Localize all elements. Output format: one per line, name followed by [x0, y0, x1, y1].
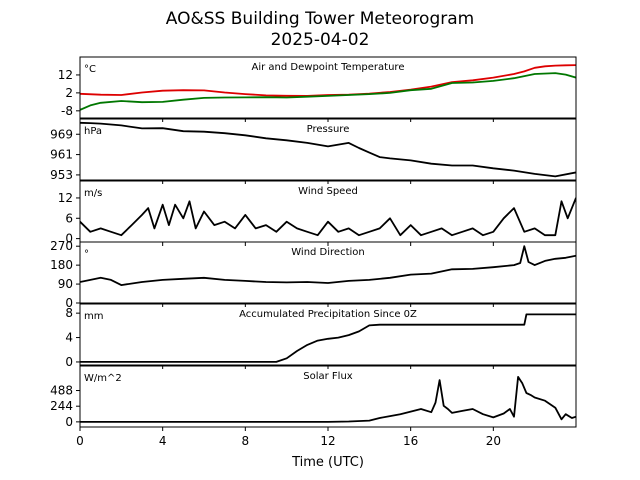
- panel-3: 0 90 180 270 Wind Direction °: [50, 239, 577, 310]
- panel-0: -8 2 12 Air and Dewpoint Temperature °C: [58, 56, 577, 122]
- x-axis-label: Time (UTC): [291, 455, 364, 470]
- y-tick-label: 0: [65, 415, 73, 429]
- y-tick-label: 0: [65, 296, 73, 310]
- y-tick-label: 969: [50, 127, 73, 141]
- x-tick-label: 0: [76, 434, 84, 448]
- y-tick-label: 2: [65, 86, 73, 100]
- panel-1: 953 961 969 Pressure hPa: [50, 118, 577, 184]
- panels-group: -8 2 12 Air and Dewpoint Temperature °C 953 96…: [50, 56, 577, 448]
- y-tick-label: 12: [58, 191, 73, 205]
- panel-unit: hPa: [84, 126, 102, 137]
- panel-title: Solar Flux: [303, 371, 353, 382]
- y-tick-label: 6: [65, 211, 73, 225]
- y-tick-label: 0: [65, 355, 73, 369]
- y-tick-label: -8: [61, 104, 73, 118]
- series-line-0-1: [80, 72, 576, 111]
- panel-unit: °: [84, 249, 89, 260]
- series-line-5-0: [80, 375, 576, 423]
- y-tick-label: 4: [65, 331, 73, 345]
- y-tick-label: 270: [50, 239, 73, 253]
- y-tick-label: 12: [58, 68, 73, 82]
- panel-title: Air and Dewpoint Temperature: [252, 62, 405, 73]
- chart-title: AO&SS Building Tower Meteorogram: [166, 9, 474, 29]
- series-line-4-0: [80, 313, 576, 363]
- panel-2: 0 6 12 Wind Speed m/s: [58, 180, 577, 246]
- y-tick-label: 244: [50, 399, 73, 413]
- x-tick-label: 4: [159, 434, 167, 448]
- x-tick-label: 20: [486, 434, 501, 448]
- panel-4: 0 4 8 Accumulated Precipitation Since 0Z mm: [65, 303, 577, 369]
- x-tick-label: 8: [242, 434, 250, 448]
- y-tick-label: 8: [65, 306, 73, 320]
- panel-unit: m/s: [84, 188, 102, 199]
- panel-title: Pressure: [307, 124, 350, 135]
- y-tick-label: 0: [65, 232, 73, 246]
- series-line-1-0: [80, 121, 576, 178]
- x-tick-label: 16: [403, 434, 418, 448]
- series-line-2-0: [80, 197, 576, 237]
- x-tick-label: 12: [320, 434, 335, 448]
- y-tick-label: 961: [50, 148, 73, 162]
- y-tick-label: 90: [58, 277, 73, 291]
- panel-title: Wind Speed: [298, 186, 358, 197]
- chart-subtitle: 2025-04-02: [271, 30, 370, 50]
- y-tick-label: 953: [50, 168, 73, 182]
- y-tick-label: 180: [50, 258, 73, 272]
- panel-title: Wind Direction: [291, 247, 365, 258]
- panel-unit: W/m^2: [84, 373, 122, 384]
- y-tick-label: 488: [50, 384, 73, 398]
- panel-unit: °C: [84, 64, 96, 75]
- series-line-3-0: [80, 245, 576, 287]
- panel-title: Accumulated Precipitation Since 0Z: [239, 309, 417, 320]
- panel-unit: mm: [84, 311, 103, 322]
